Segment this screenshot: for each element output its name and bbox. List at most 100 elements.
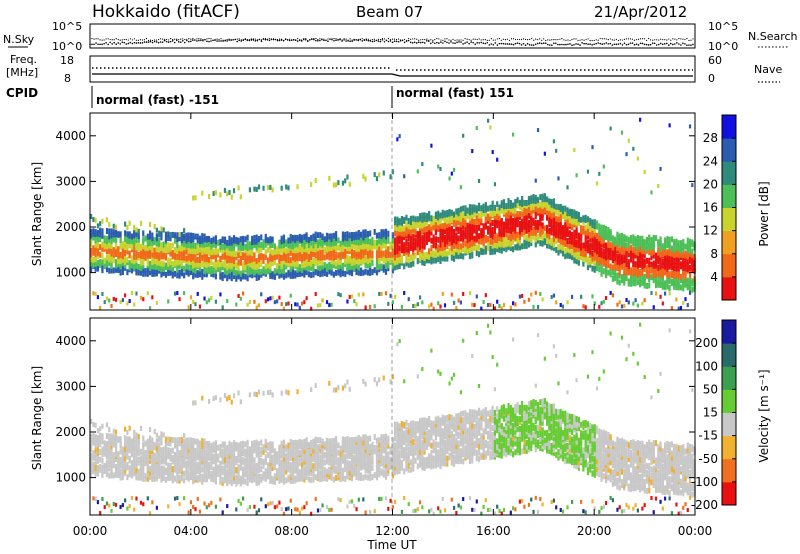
power-cell [443,223,447,230]
power-cell [663,284,667,291]
power-cell [178,249,181,256]
power-cell [688,280,692,287]
power-cell [600,224,603,231]
velocity-cell [196,452,199,459]
noise-search-point [533,39,535,41]
power-cell [264,249,267,256]
power-cell [611,293,615,298]
power-cell [176,266,179,273]
power-cell [568,238,571,245]
power-cell [260,252,263,259]
noise-search-point [178,39,180,41]
noise-point [379,40,382,43]
velocity-cell [198,470,202,477]
power-cell [194,248,197,255]
noise-point [504,43,507,45]
noise-search-point [190,38,192,40]
velocity-cell [228,459,231,466]
noise-search-point [522,38,525,40]
power-cell [369,265,372,272]
power-cell [341,180,345,186]
power-cell [212,253,215,260]
noise-search-point [355,39,357,41]
power-cell [441,223,444,230]
power-cell [475,235,478,242]
power-cell [552,198,556,205]
power-cell [221,305,224,310]
power-cell [285,184,288,190]
power-cell [661,271,664,278]
power-cell [675,241,678,248]
noise-search-point [514,38,517,41]
noise-point [389,40,392,42]
power-cell [280,302,283,307]
power-cell [684,265,687,272]
noise-search-point [518,38,521,41]
velocity-cell [183,459,186,466]
power-cell [276,253,279,260]
power-cell [657,264,660,271]
power-cell [353,231,356,238]
power-cell [582,215,585,222]
power-cell [369,304,372,309]
power-cell [666,265,669,272]
power-cell [414,216,417,223]
power-cell [189,264,193,271]
noise-search-point [285,38,287,41]
power-cell [303,242,306,249]
velocity-cell [114,429,118,435]
velocity-cell [128,465,131,472]
power-cell [289,266,292,273]
noise-search-point [240,39,242,41]
power-cell [128,220,131,226]
power-cell [511,301,515,306]
power-cell [618,269,621,276]
velocity-cell [137,433,140,439]
power-cell [130,255,134,262]
power-cell [659,259,662,266]
power-cell [248,299,252,304]
noise-search-point [448,39,450,41]
power-cell [296,240,299,247]
noise-search-point [577,39,579,42]
power-cell [527,199,531,206]
power-cell [648,257,651,264]
power-cell [183,244,186,251]
power-cell [255,258,258,265]
power-cell [99,235,102,242]
power-cell [400,241,404,248]
power-cell [300,270,304,277]
power-cell [632,146,635,151]
velocity-cell [164,467,168,474]
noise-search-point [412,38,414,40]
velocity-cell [153,442,156,449]
power-cell [273,271,276,278]
velocity-cell [110,459,113,466]
noise-point [528,44,531,46]
power-cell [180,249,183,256]
power-cell [394,237,397,244]
power-cell [616,258,619,265]
power-cell [387,249,390,256]
noise-search-point [498,37,500,40]
velocity-cell [151,437,154,444]
power-cell [314,260,317,267]
noise-search-point [143,39,146,41]
velocity-cell [105,459,109,466]
power-cell [432,215,435,222]
velocity-cell [214,443,217,450]
power-cell [380,233,383,240]
power-cell [307,271,310,278]
power-cell [280,254,283,261]
power-cell [625,264,628,271]
velocity-cell [155,468,158,475]
power-cell [355,242,358,249]
power-cell [242,291,245,296]
power-cell [598,247,601,254]
power-cell [269,272,272,279]
velocity-cell [210,500,213,505]
power-cell [189,242,193,249]
power-cell [505,219,508,226]
noise-search-point [105,38,107,40]
power-cell [173,257,177,264]
